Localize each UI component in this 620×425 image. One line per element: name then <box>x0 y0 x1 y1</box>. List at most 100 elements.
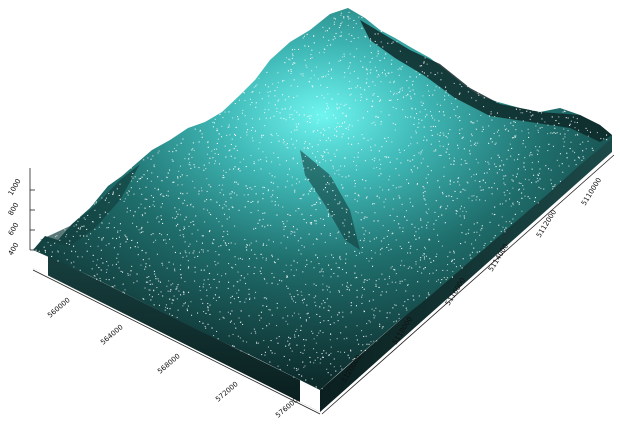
data-point <box>388 277 390 279</box>
data-point <box>83 235 85 237</box>
data-point <box>125 236 127 238</box>
data-point <box>224 242 226 244</box>
data-point <box>402 96 404 98</box>
data-point <box>515 129 517 131</box>
data-point <box>243 91 245 93</box>
data-point <box>354 265 356 267</box>
data-point <box>422 95 424 97</box>
data-point <box>207 250 209 252</box>
data-point <box>267 91 269 93</box>
data-point <box>299 198 301 200</box>
data-point <box>263 297 265 299</box>
data-point <box>440 282 442 284</box>
data-point <box>203 269 205 271</box>
data-point <box>286 180 288 182</box>
data-point <box>169 238 171 240</box>
data-point <box>163 195 165 197</box>
data-point <box>301 213 303 215</box>
data-point <box>469 113 471 115</box>
data-point <box>354 183 356 185</box>
data-point <box>473 247 475 249</box>
data-point <box>220 245 222 247</box>
data-point <box>326 103 328 105</box>
data-point <box>283 271 285 273</box>
data-point <box>83 225 85 227</box>
data-point <box>448 94 450 96</box>
data-point <box>144 207 146 209</box>
data-point <box>69 240 71 242</box>
data-point <box>304 131 306 133</box>
data-point <box>499 165 501 167</box>
data-point <box>160 193 162 195</box>
data-point <box>307 147 309 149</box>
data-point <box>155 239 157 241</box>
data-point <box>230 297 232 299</box>
data-point <box>552 132 554 134</box>
data-point <box>342 316 344 318</box>
data-point <box>370 250 372 252</box>
data-point <box>398 197 400 199</box>
data-point <box>193 250 195 252</box>
data-point <box>340 23 342 25</box>
data-point <box>184 241 186 243</box>
data-point <box>357 194 359 196</box>
y-axis-line <box>321 154 615 415</box>
data-point <box>164 309 166 311</box>
data-point <box>393 81 395 83</box>
data-point <box>108 193 110 195</box>
data-point <box>405 95 407 97</box>
data-point <box>197 255 199 257</box>
data-point <box>340 12 342 14</box>
data-point <box>463 148 465 150</box>
data-point <box>459 215 461 217</box>
data-point <box>359 252 361 254</box>
data-point <box>335 262 337 264</box>
data-point <box>256 341 258 343</box>
data-point <box>370 72 372 74</box>
data-point <box>334 134 336 136</box>
data-point <box>444 95 446 97</box>
data-point <box>309 143 311 145</box>
data-point <box>350 284 352 286</box>
data-point <box>357 85 359 87</box>
data-point <box>292 143 294 145</box>
data-point <box>149 206 151 208</box>
data-point <box>401 203 403 205</box>
data-point <box>177 184 179 186</box>
data-point <box>361 294 363 296</box>
data-point <box>284 99 286 101</box>
data-point <box>347 129 349 131</box>
data-point <box>494 235 496 237</box>
data-point <box>177 223 179 225</box>
data-point <box>589 131 591 133</box>
data-point <box>262 218 264 220</box>
data-point <box>293 97 295 99</box>
data-point <box>232 333 234 335</box>
data-point <box>185 252 187 254</box>
data-point <box>94 275 96 277</box>
data-point <box>396 215 398 217</box>
data-point <box>160 215 162 217</box>
data-point <box>550 169 552 171</box>
data-point <box>517 201 519 203</box>
data-point <box>147 281 149 283</box>
data-point <box>309 121 311 123</box>
data-point <box>585 148 587 150</box>
data-point <box>523 188 525 190</box>
data-point <box>354 185 356 187</box>
data-point <box>284 306 286 308</box>
data-point <box>496 188 498 190</box>
data-point <box>299 317 301 319</box>
data-point <box>171 299 173 301</box>
data-point <box>315 385 317 387</box>
data-point <box>252 200 254 202</box>
data-point <box>371 257 373 259</box>
data-point <box>253 161 255 163</box>
data-point <box>470 120 472 122</box>
data-point <box>125 241 127 243</box>
data-point <box>276 325 278 327</box>
data-point <box>366 257 368 259</box>
data-point <box>292 158 294 160</box>
data-point <box>521 197 523 199</box>
data-point <box>442 193 444 195</box>
